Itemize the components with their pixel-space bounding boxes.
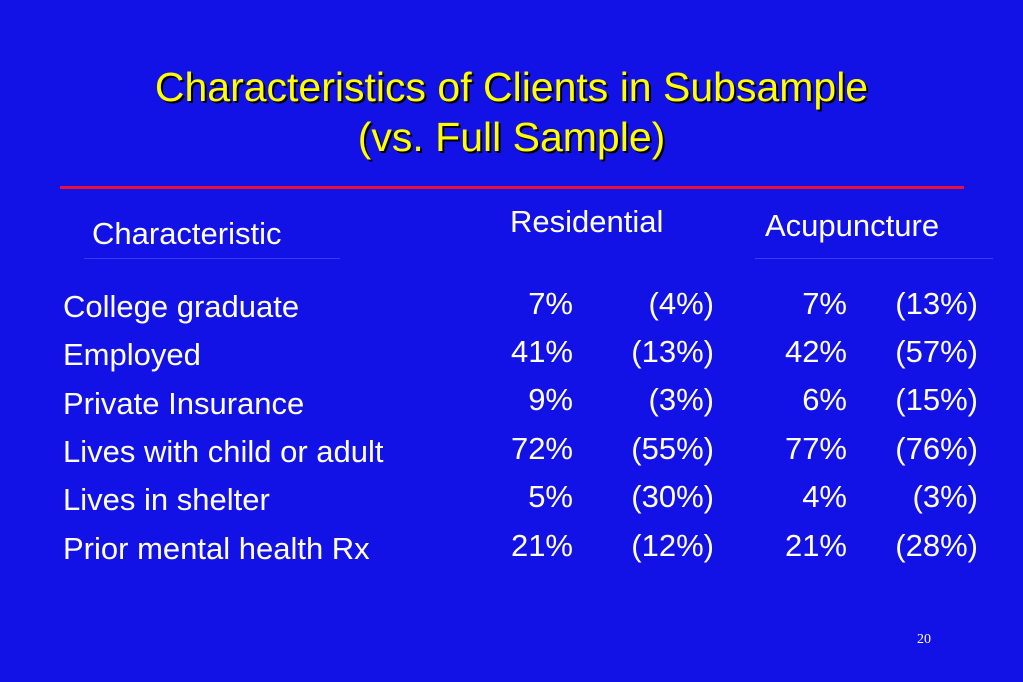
residential-full-value: (13%) bbox=[631, 334, 714, 369]
page-number: 20 bbox=[917, 632, 931, 647]
acupuncture-full-value: (3%) bbox=[912, 479, 978, 514]
acupuncture-full-value: (57%) bbox=[895, 334, 978, 369]
residential-full-value: (12%) bbox=[631, 528, 714, 563]
residential-full-value: (30%) bbox=[631, 479, 714, 514]
acupuncture-value: 42% bbox=[784, 334, 847, 369]
acupuncture-full-value: (28%) bbox=[895, 528, 978, 563]
title-line-1: Characteristics of Clients in Subsample bbox=[154, 64, 869, 110]
row-label: Private Insurance bbox=[63, 386, 305, 421]
title-divider bbox=[60, 186, 964, 189]
residential-full-value: (4%) bbox=[648, 286, 714, 321]
row-label: Lives with child or adult bbox=[63, 434, 384, 469]
header-characteristic-underline bbox=[84, 258, 340, 259]
header-residential: Residential bbox=[510, 204, 664, 239]
acupuncture-full-value: (15%) bbox=[895, 382, 978, 417]
residential-full-value: (3%) bbox=[648, 382, 714, 417]
residential-value: 21% bbox=[510, 528, 573, 563]
title-line-2: (vs. Full Sample) bbox=[357, 114, 666, 160]
acupuncture-value: 6% bbox=[802, 382, 847, 417]
residential-value: 7% bbox=[528, 286, 573, 321]
header-acupuncture: Acupuncture bbox=[765, 208, 940, 243]
residential-value: 5% bbox=[528, 479, 573, 514]
acupuncture-full-value: (13%) bbox=[895, 286, 978, 321]
header-characteristic: Characteristic bbox=[92, 216, 282, 251]
row-label: Prior mental health Rx bbox=[63, 531, 370, 566]
acupuncture-value: 21% bbox=[784, 528, 847, 563]
acupuncture-full-value: (76%) bbox=[895, 431, 978, 466]
row-label: Employed bbox=[63, 337, 201, 372]
slide-title: Characteristics of Clients in Subsample … bbox=[0, 62, 1023, 162]
row-label: College graduate bbox=[63, 289, 300, 324]
acupuncture-value: 77% bbox=[784, 431, 847, 466]
residential-value: 72% bbox=[510, 431, 573, 466]
residential-value: 41% bbox=[510, 334, 573, 369]
header-acupuncture-underline bbox=[755, 258, 993, 259]
residential-full-value: (55%) bbox=[631, 431, 714, 466]
acupuncture-value: 4% bbox=[802, 479, 847, 514]
residential-value: 9% bbox=[528, 382, 573, 417]
acupuncture-value: 7% bbox=[802, 286, 847, 321]
row-label: Lives in shelter bbox=[63, 482, 270, 517]
